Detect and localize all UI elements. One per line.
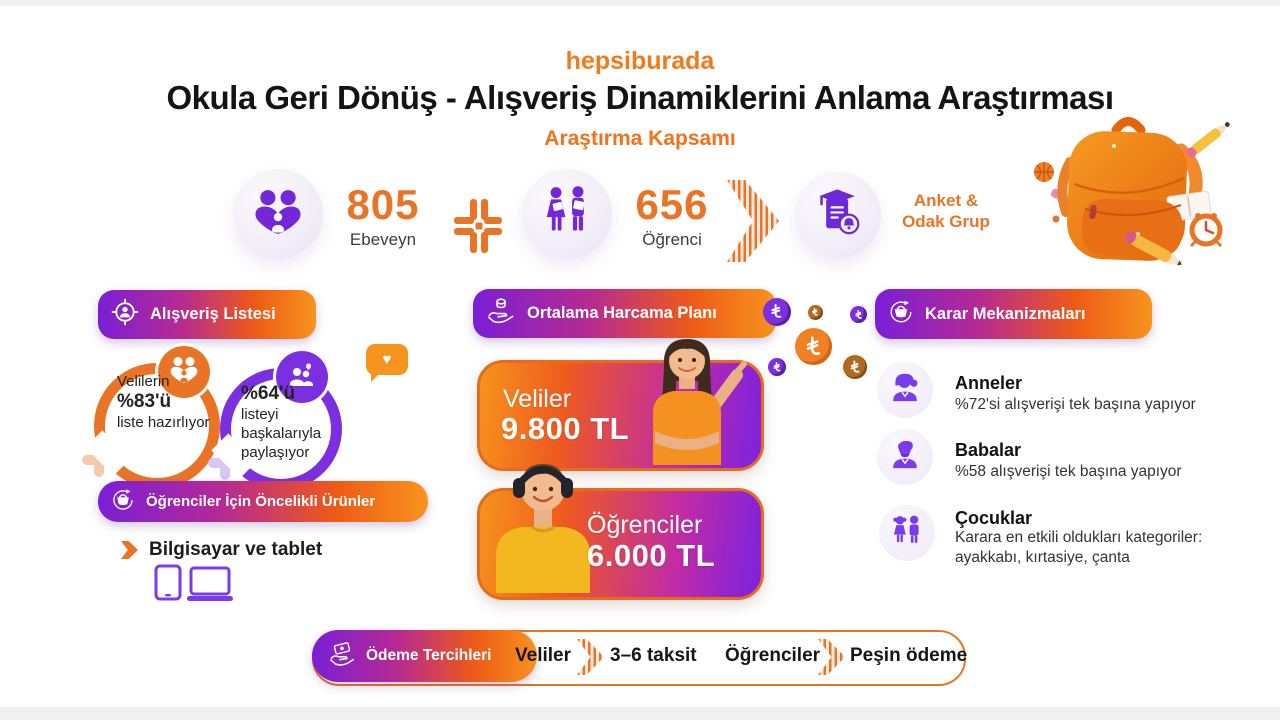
decision-item-title: Çocuklar [955, 508, 1033, 528]
decision-item-desc: %58 alışverişi tek başına yapıyor [955, 463, 1182, 480]
method-label: Anket & Odak Grup [884, 190, 1008, 232]
students-card-label: Öğrenciler [587, 511, 703, 539]
shopping-list-header-label: Alışveriş Listesi [150, 305, 276, 323]
payment-header-label: Ödeme Tercihleri [366, 647, 492, 664]
donut-share-text: %64'ü listeyi başkalarıyla paylaşıyor [241, 383, 371, 462]
boy-illustration [484, 451, 602, 598]
striped-chevron-icon [727, 180, 779, 262]
spending-header-label: Ortalama Harcama Planı [527, 304, 717, 322]
brand-logo: hepsiburada [565, 47, 715, 75]
payment-parents-value: 3–6 taksit [610, 645, 697, 666]
target-person-icon [110, 297, 140, 332]
laptop-icon [186, 566, 234, 607]
backpack-illustration [1018, 106, 1238, 281]
students-stat-circle [522, 169, 612, 259]
basketball-icon [1034, 162, 1054, 182]
mother-avatar [877, 362, 933, 418]
heart-glyph: ♥ [382, 351, 392, 368]
students-label: Öğrenci [642, 230, 702, 249]
father-avatar [877, 429, 933, 485]
decision-item-desc: Karara en etkili oldukları kategoriler: [955, 529, 1203, 546]
lira-coin-icon [850, 306, 867, 323]
decision-header-label: Karar Mekanizmaları [925, 304, 1086, 323]
lira-coin-icon [763, 298, 791, 326]
stat-value: %83'ü [117, 391, 172, 412]
stat-line: paylaşıyor [241, 444, 310, 461]
survey-stat-circle [795, 172, 881, 258]
stat-line: liste hazırlıyor [117, 414, 210, 431]
man-icon [886, 436, 924, 479]
woman-illustration [617, 333, 757, 470]
family-icon [251, 185, 305, 244]
lira-coin-icon [843, 355, 867, 379]
lira-coin-icon [795, 328, 832, 365]
parents-count: 805 [346, 181, 420, 228]
woman-icon [886, 369, 924, 412]
students-icon [540, 185, 594, 244]
shopping-list-header: Alışveriş Listesi [98, 290, 316, 339]
lira-coin-icon [768, 358, 786, 376]
family-icon [168, 354, 200, 391]
students-card-amount: 6.000 TL [587, 538, 716, 573]
stat-line: listeyi [241, 406, 279, 423]
lira-coin-icon [808, 305, 823, 320]
children-avatar [879, 505, 935, 561]
page-subtitle: Araştırma Kapsamı [544, 127, 736, 150]
decision-item-title: Anneler [955, 373, 1023, 393]
survey-document-icon [811, 186, 865, 245]
alarm-clock-icon [1189, 213, 1223, 248]
decision-item-desc: %72'si alışverişi tek başına yapıyor [955, 396, 1196, 413]
parents-label: Ebeveyn [349, 230, 417, 249]
donut-prepare-badge [158, 346, 210, 398]
parents-card-amount: 9.800 TL [501, 411, 630, 446]
decision-item-title: Babalar [955, 440, 1022, 460]
family-heart-icon [286, 359, 318, 396]
decision-header: Karar Mekanizmaları [875, 289, 1152, 339]
priority-product-item: Bilgisayar ve tablet [149, 539, 323, 560]
priority-products-header: Öğrenciler İçin Öncelikli Ürünler [98, 481, 428, 522]
parents-stat-circle [233, 169, 323, 259]
payment-parents-label: Veliler [515, 645, 571, 666]
donut-share-badge [276, 351, 328, 403]
page-title: Okula Geri Dönüş - Alışveriş Dinamikleri… [166, 79, 1114, 116]
pencil-icon [1125, 231, 1182, 266]
payment-header: Ödeme Tercihleri [312, 630, 537, 682]
method-line2: Odak Grup [902, 212, 990, 231]
basket-refresh-icon [110, 487, 136, 517]
pencil-icon [1186, 122, 1230, 158]
kids-icon [888, 512, 926, 555]
payment-students-value: Peşin ödeme [850, 645, 968, 666]
students-count: 656 [635, 181, 709, 228]
hand-money-icon [328, 640, 356, 673]
priority-products-header-label: Öğrenciler İçin Öncelikli Ürünler [146, 493, 376, 510]
bullet-chevron-icon [121, 541, 138, 559]
bottom-border-band [0, 707, 1280, 720]
payment-students-label: Öğrenciler [725, 645, 821, 666]
plus-hash-icon [452, 197, 504, 260]
decision-item-desc: ayakkabı, kırtasiye, çanta [955, 549, 1130, 566]
hand-coins-icon [485, 296, 517, 331]
basket-refresh-icon [887, 298, 915, 331]
parents-card-label: Veliler [503, 385, 572, 413]
donut-prepare-text: Velilerin %83'ü liste hazırlıyor [117, 372, 237, 432]
stat-line: başkalarıyla [241, 425, 322, 442]
stat-line: Velilerin [117, 373, 170, 390]
tablet-icon [153, 564, 183, 607]
method-line1: Anket & [913, 191, 979, 210]
stat-value: %64'ü [241, 383, 296, 404]
spending-header: Ortalama Harcama Planı [473, 289, 776, 338]
top-border-band [0, 0, 1280, 6]
like-heart-icon: ♥ [366, 344, 408, 382]
